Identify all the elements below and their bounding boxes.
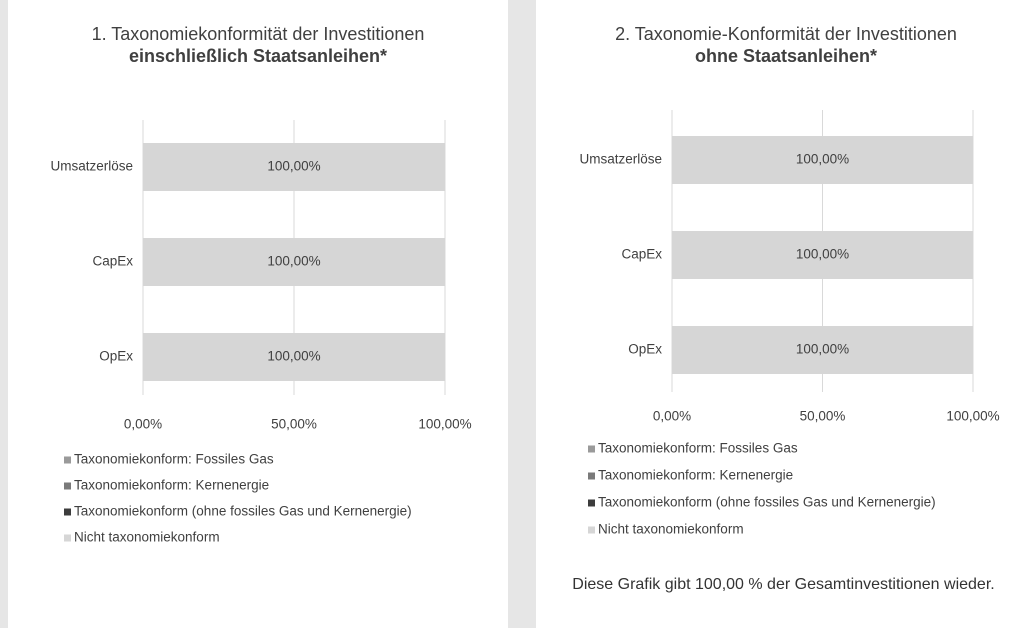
chart-subtitle: einschließlich Staatsanleihen* <box>129 46 387 66</box>
legend-swatch <box>64 482 71 490</box>
legend-swatch <box>588 499 595 507</box>
y-tick-label: CapEx <box>92 254 133 269</box>
legend-label: Taxonomiekonform: Kernenergie <box>74 478 269 493</box>
value-label: 100,00% <box>267 159 320 174</box>
legend-label: Taxonomiekonform: Kernenergie <box>598 468 793 483</box>
chart-title: 2. Taxonomie-Konformität der Investition… <box>615 24 957 44</box>
bar-segment <box>672 231 973 279</box>
x-tick-label: 0,00% <box>653 409 691 424</box>
legend-swatch <box>588 472 595 480</box>
y-tick-label: OpEx <box>99 349 133 364</box>
value-label: 100,00% <box>796 247 849 262</box>
y-tick-label: OpEx <box>628 342 662 357</box>
legend-label: Taxonomiekonform (ohne fossiles Gas und … <box>74 504 412 519</box>
chart: 1. Taxonomiekonformität der Investitione… <box>50 24 471 545</box>
chart-title: 1. Taxonomiekonformität der Investitione… <box>92 24 425 44</box>
y-tick-label: Umsatzerlöse <box>579 152 662 167</box>
chart-panel: 2. Taxonomie-Konformität der Investition… <box>536 0 1031 628</box>
x-tick-label: 50,00% <box>271 417 317 432</box>
legend-label: Nicht taxonomiekonform <box>74 530 220 545</box>
x-tick-label: 100,00% <box>418 417 471 432</box>
legend-label: Taxonomiekonform (ohne fossiles Gas und … <box>598 495 936 510</box>
value-label: 100,00% <box>267 254 320 269</box>
y-tick-label: CapEx <box>621 247 662 262</box>
bar-segment <box>672 326 973 374</box>
legend-label: Taxonomiekonform: Fossiles Gas <box>598 441 798 456</box>
bar-segment <box>143 333 445 381</box>
x-tick-label: 50,00% <box>800 409 846 424</box>
legend-swatch <box>588 445 595 453</box>
legend-swatch <box>64 456 71 464</box>
value-label: 100,00% <box>267 349 320 364</box>
legend-swatch <box>64 534 71 542</box>
bar-segment <box>143 238 445 286</box>
legend-label: Taxonomiekonform: Fossiles Gas <box>74 452 274 467</box>
value-label: 100,00% <box>796 342 849 357</box>
legend-swatch <box>64 508 71 516</box>
chart-panel: 1. Taxonomiekonformität der Investitione… <box>8 0 508 628</box>
chart-subtitle: ohne Staatsanleihen* <box>695 46 877 66</box>
bar-segment <box>672 136 973 184</box>
x-tick-label: 0,00% <box>124 417 162 432</box>
bar-segment <box>143 143 445 191</box>
legend-label: Nicht taxonomiekonform <box>598 522 744 537</box>
chart: 2. Taxonomie-Konformität der Investition… <box>579 24 999 537</box>
note: Diese Grafik gibt 100,00 % der Gesamtinv… <box>572 576 995 593</box>
legend-swatch <box>588 526 595 534</box>
x-tick-label: 100,00% <box>946 409 999 424</box>
value-label: 100,00% <box>796 152 849 167</box>
y-tick-label: Umsatzerlöse <box>50 159 133 174</box>
